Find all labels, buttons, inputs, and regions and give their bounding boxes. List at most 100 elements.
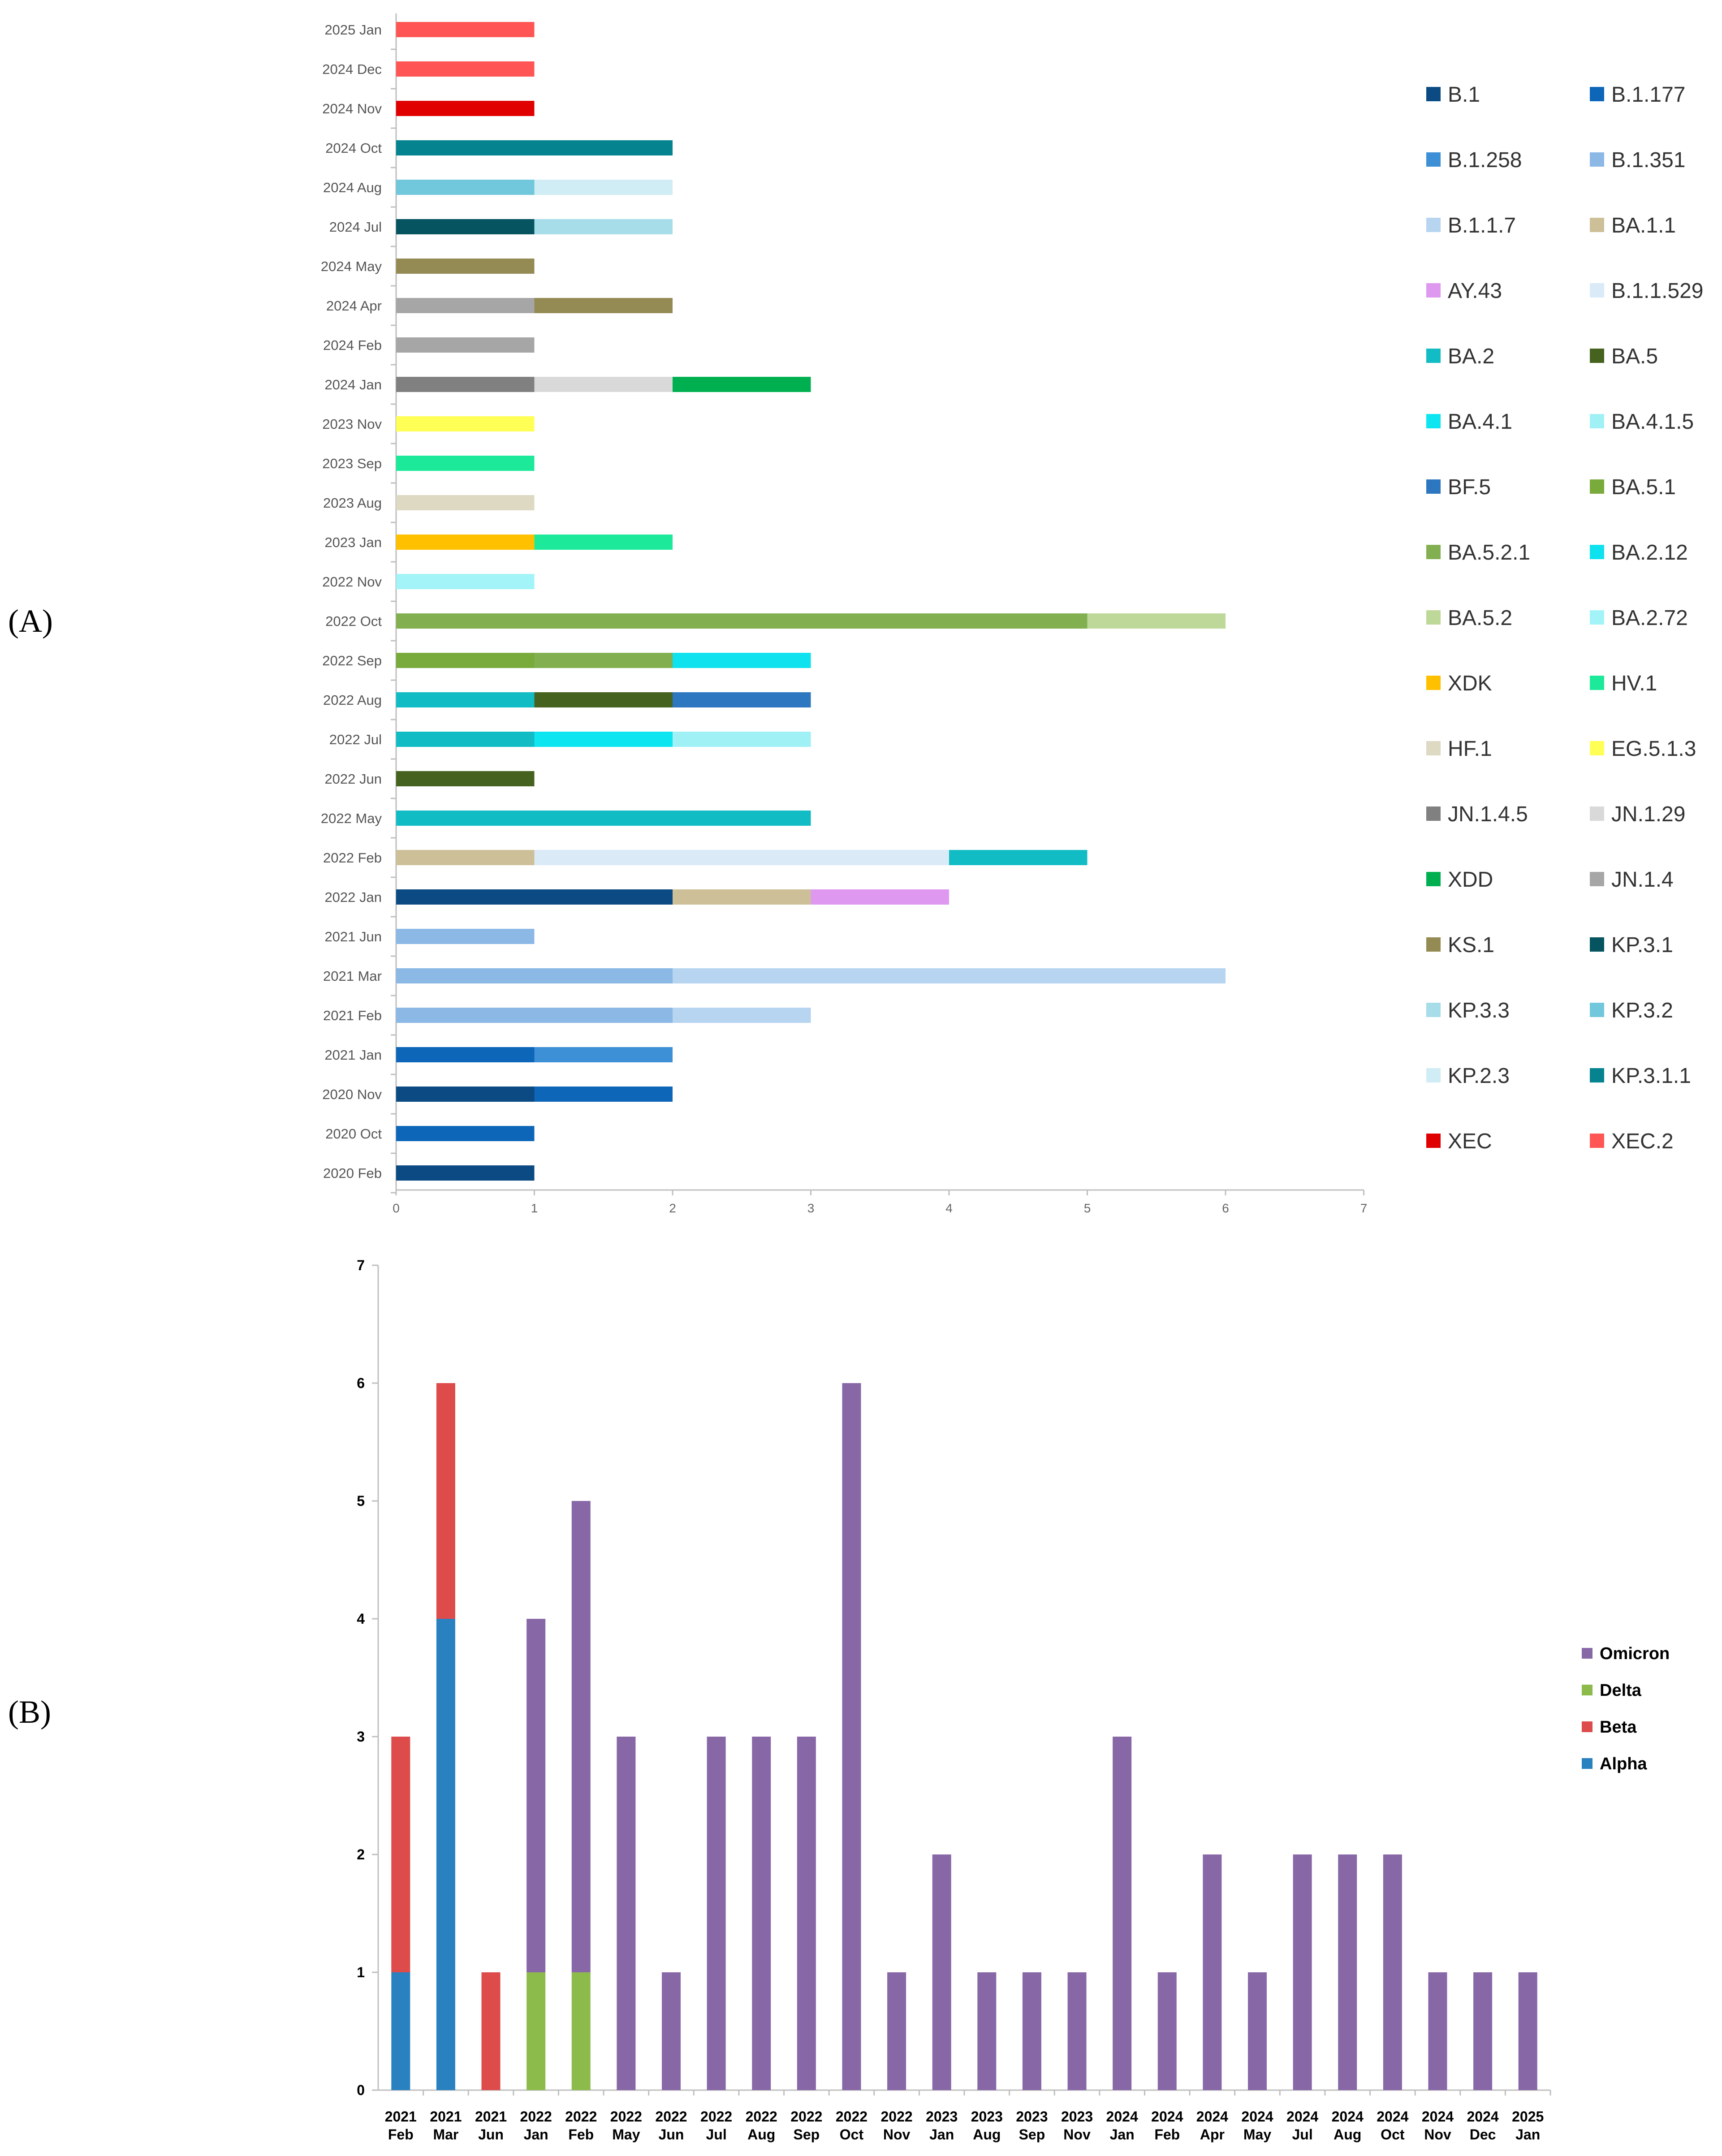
chart-b-y-tick-label: 6 <box>357 1375 365 1391</box>
legend-swatch-ba-5-2 <box>1426 610 1441 625</box>
legend-swatch-b-1-258 <box>1426 152 1441 167</box>
chart-b-month-label: Nov <box>1424 2126 1451 2143</box>
bar-segment-2024-oct-kp-3-1-1 <box>396 140 673 155</box>
bar-segment-2021-jun-beta <box>481 1972 501 2090</box>
bar-segment-2022-aug-ba-2 <box>396 692 535 707</box>
chart-b-year-label: 2022 <box>836 2109 867 2125</box>
chart-b-year-label: 2024 <box>1467 2109 1498 2125</box>
bar-segment-2022-nov-ba-2-72 <box>396 574 535 589</box>
bar-segment-2022-may-omicron <box>617 1737 636 2090</box>
bar-segment-2022-jan-ay-43 <box>811 889 949 905</box>
chart-a-month-label: 2022 Feb <box>323 850 382 866</box>
chart-a-month-label: 2023 Nov <box>322 416 382 432</box>
legend-label-jn-1-4-5: JN.1.4.5 <box>1448 802 1528 826</box>
legend-label-kp-3-3: KP.3.3 <box>1448 999 1510 1022</box>
chart-a-month-label: 2024 Nov <box>322 101 382 116</box>
legend-swatch-ks-1 <box>1426 937 1441 952</box>
chart-b-month-label: Jan <box>524 2126 548 2143</box>
chart-a-month-label: 2021 Jun <box>324 929 382 944</box>
bar-segment-2020-nov-b-1 <box>396 1087 535 1102</box>
chart-b-year-label: 2023 <box>926 2109 958 2125</box>
legend-swatch-kp-3-1 <box>1590 937 1604 952</box>
legend-label-kp-3-1-1: KP.3.1.1 <box>1611 1064 1691 1088</box>
legend-label-xdk: XDK <box>1448 672 1492 695</box>
bar-segment-2022-may-ba-2 <box>396 811 811 826</box>
chart-b-year-label: 2024 <box>1196 2109 1228 2125</box>
chart-b-month-label: Feb <box>568 2126 594 2143</box>
legend-swatch-jn-1-29 <box>1590 806 1604 821</box>
legend-label-ks-1: KS.1 <box>1448 933 1494 957</box>
chart-a-month-label: 2024 Jan <box>324 377 382 392</box>
legend-swatch-jn-1-4-5 <box>1426 806 1441 821</box>
legend-swatch-beta <box>1582 1721 1593 1732</box>
chart-a-month-label: 2022 Oct <box>325 613 382 629</box>
legend-label-ba-4-1-5: BA.4.1.5 <box>1611 410 1694 434</box>
legend-swatch-ba-4-1-5 <box>1590 414 1604 428</box>
legend-swatch-b-1-1-529 <box>1590 283 1604 298</box>
bar-segment-2021-mar-alpha <box>436 1619 455 2090</box>
legend-swatch-omicron <box>1582 1648 1593 1659</box>
legend-label-ba-5-2-1: BA.5.2.1 <box>1448 541 1530 565</box>
legend-label-alpha: Alpha <box>1600 1755 1647 1773</box>
legend-label-ba-2: BA.2 <box>1448 345 1494 368</box>
legend-swatch-xdd <box>1426 872 1441 886</box>
legend-swatch-xec-2 <box>1590 1134 1604 1148</box>
bar-segment-2022-jul-ba-4-1 <box>534 732 673 747</box>
bar-segment-2020-feb-b-1 <box>396 1165 535 1181</box>
bar-segment-2022-oct-ba-5-2 <box>1087 613 1226 629</box>
bar-segment-2022-jan-delta <box>527 1972 546 2090</box>
bar-segment-2021-feb-b-1-351 <box>396 1008 673 1023</box>
chart-b-year-label: 2025 <box>1512 2109 1544 2125</box>
bar-segment-2022-nov-omicron <box>887 1972 906 2090</box>
bar-segment-2021-feb-beta <box>391 1737 410 1972</box>
bar-segment-2024-aug-kp-2-3 <box>534 180 673 195</box>
chart-b-year-label: 2021 <box>475 2109 507 2125</box>
bar-segment-2024-dec-xec-2 <box>396 61 535 77</box>
bar-segment-2024-nov-omicron <box>1428 1972 1447 2090</box>
chart-a-month-label: 2021 Mar <box>323 968 382 984</box>
legend-swatch-alpha <box>1582 1758 1593 1769</box>
legend-swatch-ay-43 <box>1426 283 1441 298</box>
bar-segment-2022-jan-omicron <box>527 1619 546 1972</box>
bar-segment-2024-may-ks-1 <box>396 259 535 274</box>
chart-b-bars <box>391 1383 1537 2090</box>
legend-swatch-b-1-1-7 <box>1426 218 1441 232</box>
legend-swatch-ba-2-72 <box>1590 610 1604 625</box>
bar-segment-2022-jul-ba-4-1-5 <box>673 732 811 747</box>
bar-segment-2024-oct-omicron <box>1383 1854 1402 2090</box>
chart-b-y-tick-label: 7 <box>357 1257 365 1273</box>
chart-b-month-label: Oct <box>840 2126 864 2143</box>
chart-b-year-label: 2021 <box>430 2109 462 2125</box>
chart-b-month-label: Jul <box>1292 2126 1312 2143</box>
bar-segment-2022-jan-b-1 <box>396 889 673 905</box>
bar-segment-2023-nov-eg-5-1-3 <box>396 416 535 431</box>
chart-b-year-label: 2024 <box>1332 2109 1364 2125</box>
bar-segment-2023-jan-omicron <box>932 1854 951 2090</box>
panel-label-b: (B) <box>8 1694 51 1730</box>
legend-swatch-kp-3-2 <box>1590 1003 1604 1017</box>
chart-b-year-label: 2024 <box>1377 2109 1408 2125</box>
bar-segment-2022-feb-ba-2 <box>949 850 1088 865</box>
legend-label-ba-2-12: BA.2.12 <box>1611 541 1688 565</box>
bar-segment-2020-nov-b-1-177 <box>534 1087 673 1102</box>
bar-segment-2024-may-omicron <box>1248 1972 1267 2090</box>
chart-b-month-label: Feb <box>1154 2126 1180 2143</box>
legend-label-xec-2: XEC.2 <box>1611 1130 1674 1153</box>
chart-a-month-label: 2024 Aug <box>323 180 382 195</box>
chart-b-year-label: 2022 <box>880 2109 912 2125</box>
legend-swatch-bf-5 <box>1426 479 1441 494</box>
bar-segment-2022-aug-bf-5 <box>673 692 811 707</box>
chart-b-month-label: Jun <box>478 2126 504 2143</box>
bar-segment-2020-oct-b-1-177 <box>396 1126 535 1141</box>
chart-a-variants-by-month: 2025 Jan 2024 Dec 2024 Nov 2024 Oct 2024 Aug… <box>321 13 1704 1215</box>
legend-swatch-ba-4-1 <box>1426 414 1441 428</box>
chart-a-x-tick-label: 5 <box>1084 1201 1091 1215</box>
bar-segment-2023-jan-xdk <box>396 535 535 550</box>
chart-a-month-label: 2024 Apr <box>326 298 382 314</box>
legend-label-b-1-1-7: B.1.1.7 <box>1448 214 1516 237</box>
bar-segment-2021-jan-b-1-177 <box>396 1047 535 1062</box>
bar-segment-2023-sep-omicron <box>1022 1972 1041 2090</box>
chart-b-month-label: Nov <box>1063 2126 1091 2143</box>
bar-segment-2022-sep-ba-5-1 <box>396 653 535 668</box>
